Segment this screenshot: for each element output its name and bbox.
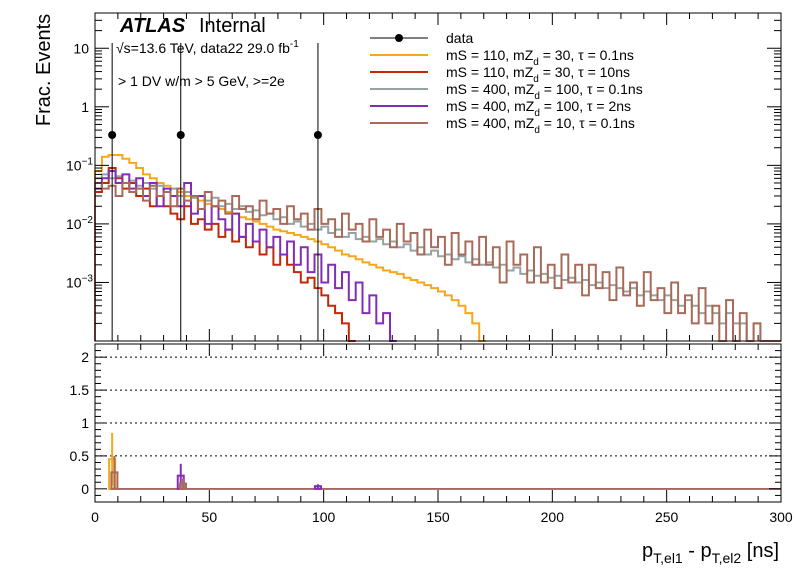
- legend-entry-s1: mS = 110, mZd = 30, τ = 0.1ns: [370, 47, 634, 68]
- x-tick-label-2: 100: [312, 509, 336, 525]
- legend-label-post: = 100, τ = 0.1ns: [540, 81, 643, 97]
- legend-label-sub: d: [533, 74, 539, 85]
- series-s1-histogram: [94, 154, 486, 342]
- data-point-0: [108, 130, 117, 139]
- ratio-gridlines: [95, 356, 781, 457]
- legend-label-s3: mS = 400, mZd = 100, τ = 0.1ns: [446, 81, 643, 102]
- ratio-point-3: [179, 482, 188, 490]
- x-axis-title-sub1: T,el1: [653, 550, 683, 566]
- data-point-2: [313, 130, 322, 139]
- top-y-tick-label-0: 10−3: [66, 273, 93, 290]
- top-y-tick-base: 10: [66, 274, 82, 290]
- energy-lumi-label: √s=13.6 TeV, data22 29.0 fb-1: [116, 39, 299, 56]
- top-y-tick-base: 10: [73, 40, 89, 56]
- bottom-y-tick-label-1: 0.5: [70, 448, 90, 464]
- top-y-tick-exponent: −2: [82, 215, 94, 226]
- legend-entry-s2: mS = 110, mZd = 30, τ = 10ns: [370, 64, 630, 85]
- legend-label-pre: mS = 400, mZ: [446, 81, 535, 97]
- legend-label-s2: mS = 110, mZd = 30, τ = 10ns: [446, 64, 630, 85]
- legend-entry-s3: mS = 400, mZd = 100, τ = 0.1ns: [370, 81, 643, 102]
- x-axis-title-unit: [ns]: [741, 540, 779, 562]
- top-y-tick-exponent: −1: [82, 156, 94, 167]
- x-tick-label-1: 50: [202, 509, 218, 525]
- legend-label-s1: mS = 110, mZd = 30, τ = 0.1ns: [446, 47, 634, 68]
- legend-label-pre: mS = 110, mZ: [446, 47, 534, 63]
- x-tick-label-5: 250: [655, 509, 679, 525]
- bottom-y-tick-label-2: 1: [81, 415, 89, 431]
- ratio-point-1: [110, 471, 119, 490]
- x-axis-title: pT,el1 - pT,el2 [ns]: [642, 540, 779, 566]
- legend-label-data: data: [446, 30, 473, 46]
- bottom-y-tick-label-0: 0: [81, 481, 89, 497]
- legend-label-post: = 100, τ = 2ns: [540, 98, 631, 114]
- atlas-label: ATLAS: [119, 15, 186, 37]
- legend-label-s5: mS = 400, mZd = 10, τ = 0.1ns: [446, 115, 635, 136]
- selection-label: > 1 DV w/m > 5 GeV, >=2e: [118, 73, 285, 89]
- top-y-tick-base: 10: [66, 157, 82, 173]
- bottom-y-tick-label-4: 2: [81, 349, 89, 365]
- series-s5-histogram: [94, 182, 781, 342]
- atlas-label-group: ATLAS Internal √s=13.6 TeV, data22 29.0 …: [116, 15, 299, 89]
- ratio-point-4: [313, 485, 322, 490]
- x-tick-label-0: 0: [91, 509, 99, 525]
- legend-label-sub: d: [533, 57, 539, 68]
- legend-label-sub: d: [534, 108, 540, 119]
- energy-lumi-text: √s=13.6 TeV, data22 29.0 fb: [116, 40, 290, 56]
- legend-label-s4: mS = 400, mZd = 100, τ = 2ns: [446, 98, 631, 119]
- legend-marker-data: [395, 34, 403, 42]
- top-series-layer: [94, 154, 781, 342]
- bottom-x-axis-ticks: 0 50 100 150 200 250 300: [91, 344, 793, 525]
- data-point-1: [176, 130, 185, 139]
- x-axis-title-sub2: T,el2: [712, 550, 742, 566]
- legend-label-post: = 10, τ = 0.1ns: [540, 115, 635, 131]
- legend-label-pre: mS = 110, mZ: [446, 64, 534, 80]
- legend-label-post: = 30, τ = 10ns: [539, 64, 630, 80]
- legend-label-pre: mS = 400, mZ: [446, 98, 535, 114]
- x-axis-title-p1: p: [642, 540, 653, 562]
- legend-entry-data: data: [370, 30, 473, 46]
- top-y-tick-label-4: 10: [73, 40, 89, 56]
- data-points-layer: [108, 43, 322, 341]
- legend-entry-s5: mS = 400, mZd = 10, τ = 0.1ns: [370, 115, 635, 136]
- x-tick-label-4: 200: [541, 509, 565, 525]
- top-y-tick-exponent: −3: [82, 273, 94, 284]
- ratio-series-layer: [108, 432, 781, 490]
- top-y-tick-label-3: 1: [81, 99, 89, 115]
- bottom-y-axis-ticks: 0 0.5 1 1.5 2: [70, 349, 781, 497]
- legend-label-sub: d: [534, 125, 540, 136]
- top-y-tick-label-1: 10−2: [66, 215, 93, 232]
- top-y-tick-label-2: 10−1: [66, 156, 93, 173]
- bottom-panel: 0 0.5 1 1.5 2 0 50 100 150 200 250 300: [70, 343, 793, 525]
- legend-label-sub: d: [534, 91, 540, 102]
- y-axis-title: Frac. Events: [33, 14, 55, 126]
- bottom-y-tick-label-3: 1.5: [70, 382, 90, 398]
- legend-label-post: = 30, τ = 0.1ns: [539, 47, 634, 63]
- top-y-tick-base: 1: [81, 99, 89, 115]
- top-x-axis-ticks: [94, 13, 782, 341]
- top-y-tick-base: 10: [66, 216, 82, 232]
- energy-lumi-superscript: -1: [290, 39, 299, 50]
- legend-label-pre: mS = 400, mZ: [446, 115, 535, 131]
- legend-entry-s4: mS = 400, mZd = 100, τ = 2ns: [370, 98, 631, 119]
- x-tick-label-6: 300: [769, 509, 793, 525]
- atlas-suffix: Internal: [199, 15, 266, 37]
- x-axis-title-mid: - p: [683, 540, 712, 562]
- x-tick-label-3: 150: [426, 509, 450, 525]
